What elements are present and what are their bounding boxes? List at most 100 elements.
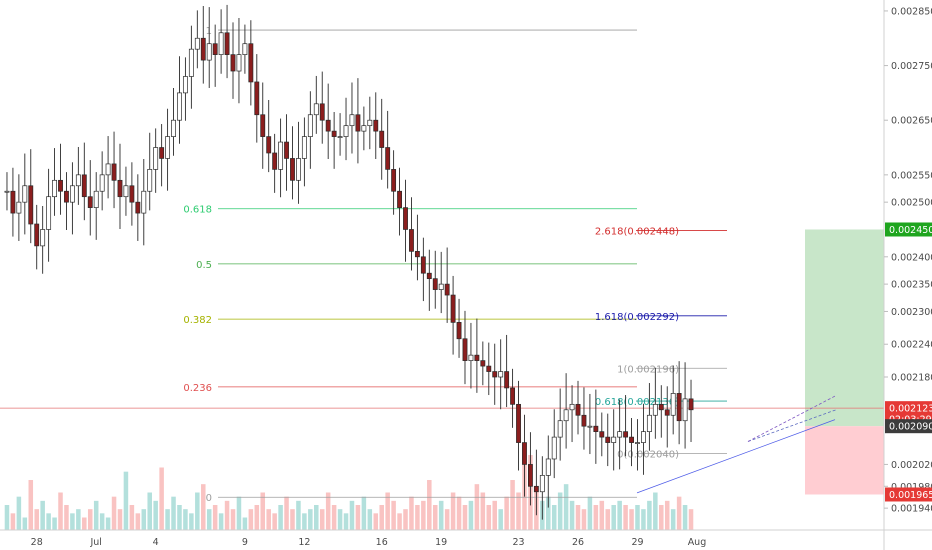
candle-body bbox=[93, 190, 99, 208]
volume-bar bbox=[432, 505, 438, 530]
candle-body bbox=[40, 229, 46, 247]
candle-body bbox=[617, 431, 623, 438]
candle-body bbox=[409, 229, 414, 252]
price-tick-label: 0.002020 bbox=[891, 460, 932, 471]
candle-body bbox=[563, 409, 569, 422]
volume-bar bbox=[165, 509, 170, 530]
price-tick-label: 0.002850 bbox=[891, 6, 932, 17]
candle-body bbox=[646, 414, 652, 432]
candle-body bbox=[313, 103, 319, 116]
fib-levels: 10.6180.50.3820.23602.618(0.002448)1.618… bbox=[183, 26, 727, 504]
volume-bar bbox=[492, 500, 497, 530]
candle-body bbox=[355, 114, 361, 132]
price-tick-label: 0.002650 bbox=[891, 116, 932, 127]
candle-body bbox=[111, 163, 117, 181]
candle-body bbox=[468, 354, 474, 361]
candle-body bbox=[16, 201, 22, 214]
candle-body bbox=[682, 398, 688, 422]
price-tag bbox=[885, 222, 932, 237]
fib-level-label: 0.5 bbox=[196, 260, 212, 271]
candle-body bbox=[242, 43, 248, 55]
candle-body bbox=[527, 464, 533, 487]
volume-bar bbox=[129, 505, 135, 530]
volume-bar bbox=[159, 467, 164, 530]
volume-bar bbox=[557, 492, 563, 530]
candles bbox=[4, 4, 694, 520]
candle-body bbox=[325, 119, 331, 132]
volume-bar bbox=[355, 505, 361, 530]
candle-body bbox=[105, 163, 111, 176]
candle-body bbox=[605, 436, 611, 443]
candle-body bbox=[539, 475, 545, 493]
candle-body bbox=[551, 436, 557, 460]
candle-body bbox=[593, 425, 599, 432]
volume-bar bbox=[135, 513, 141, 530]
volume-bar bbox=[10, 513, 16, 530]
volume-bar bbox=[409, 496, 414, 530]
volume-bar bbox=[641, 509, 646, 530]
volume-bar bbox=[605, 509, 611, 530]
fib-level-label: 0.382 bbox=[183, 315, 212, 326]
volume-bar bbox=[629, 509, 634, 530]
candle-body bbox=[480, 360, 486, 367]
candle-body bbox=[248, 43, 254, 83]
volume-bar bbox=[480, 492, 486, 530]
volume-bar bbox=[93, 500, 99, 530]
fib-extension-label: 0.618(0.002136) bbox=[595, 397, 679, 408]
volume-bar bbox=[421, 500, 426, 530]
candle-body bbox=[64, 190, 69, 203]
volume-bar bbox=[254, 505, 260, 530]
volume-bar bbox=[117, 509, 123, 530]
volume-bar bbox=[236, 496, 242, 530]
candle-body bbox=[533, 485, 539, 493]
volume-bar bbox=[218, 513, 224, 530]
candle-body bbox=[635, 442, 640, 444]
volume-bar bbox=[248, 509, 254, 530]
candle-body bbox=[670, 393, 676, 416]
candle-body bbox=[498, 371, 504, 378]
volume-bar bbox=[486, 505, 492, 530]
volume-bar bbox=[189, 513, 194, 530]
volume-bar bbox=[337, 509, 343, 530]
candle-body bbox=[194, 37, 200, 50]
candle-body bbox=[623, 431, 629, 438]
price-tick-label: 0.001980 bbox=[891, 482, 932, 493]
price-tick-label: 0.001940 bbox=[891, 504, 932, 515]
candle-body bbox=[75, 174, 81, 187]
candle-body bbox=[182, 76, 188, 94]
volume-bar bbox=[391, 500, 396, 530]
volume-bar bbox=[308, 509, 313, 530]
volume-bar bbox=[581, 509, 587, 530]
time-tick-label: 4 bbox=[153, 537, 159, 548]
candle-body bbox=[159, 147, 165, 159]
volume-bar bbox=[373, 513, 379, 530]
volume-bar bbox=[212, 505, 218, 530]
fib-level-label: 0.618 bbox=[183, 205, 212, 216]
volume-bar bbox=[403, 509, 408, 530]
candle-body bbox=[599, 431, 605, 438]
candle-body bbox=[58, 179, 63, 192]
volume-bar bbox=[664, 500, 670, 530]
candle-body bbox=[420, 256, 426, 274]
volume-bar bbox=[444, 509, 450, 530]
volume-bar bbox=[206, 509, 212, 530]
candle-body bbox=[129, 185, 135, 203]
volume-bar bbox=[242, 517, 248, 530]
candle-body bbox=[397, 190, 402, 208]
price-tick-label: 0.002400 bbox=[891, 252, 932, 263]
volume-bar bbox=[546, 496, 551, 530]
volume-bar bbox=[278, 505, 283, 530]
volume-bar bbox=[314, 505, 319, 530]
volume-bar bbox=[331, 505, 337, 530]
volume-bar bbox=[498, 509, 503, 530]
volume-bar bbox=[569, 500, 575, 530]
volume-bar bbox=[153, 500, 158, 530]
candle-body bbox=[391, 169, 397, 192]
candle-body bbox=[438, 283, 444, 290]
volume-bar bbox=[105, 517, 111, 530]
candle-body bbox=[385, 147, 391, 170]
fib-level-label: 0.236 bbox=[183, 383, 212, 394]
time-axis[interactable]: 28 Jul 4 9 12 16 19 23 26 29 Aug bbox=[31, 537, 707, 548]
